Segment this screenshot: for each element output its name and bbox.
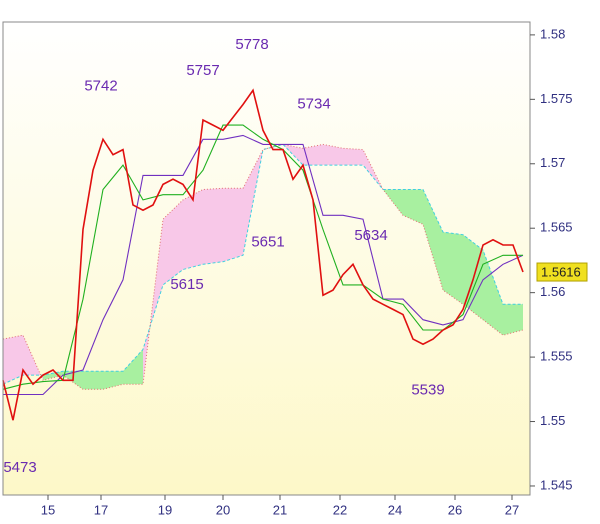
x-tick-label: 17 <box>94 502 108 517</box>
annotation: 5757 <box>186 62 219 79</box>
x-tick-label: 27 <box>505 502 519 517</box>
cloud-fill <box>223 188 243 262</box>
plot-frame <box>2 21 531 496</box>
cloud-fill <box>443 232 463 305</box>
annotation: 5742 <box>84 77 117 94</box>
y-tick-label: 1.555 <box>540 349 573 364</box>
cloud-fill <box>303 144 323 166</box>
cloud-span <box>2 143 523 385</box>
cloud-fill <box>343 148 363 166</box>
y-tick-label: 1.58 <box>540 26 565 41</box>
y-tick-label: 1.56 <box>540 284 565 299</box>
series-line <box>3 134 524 396</box>
x-tick-label: 15 <box>41 502 55 517</box>
cloud-fill <box>163 199 183 285</box>
cloud-fill <box>123 349 143 385</box>
cloud-fill <box>403 189 423 225</box>
annotation: 5734 <box>297 95 330 112</box>
series-line <box>2 124 523 390</box>
plot-layer <box>2 88 524 421</box>
cloud-fill <box>3 335 23 385</box>
cloud-fill <box>43 371 63 381</box>
x-tick-label: 19 <box>158 502 172 517</box>
annotation: 5651 <box>251 233 284 250</box>
annotation: 5778 <box>235 36 268 53</box>
last-price-box <box>536 262 588 282</box>
annotation: 5615 <box>170 276 203 293</box>
cloud-fill <box>83 371 103 390</box>
x-tick-label: 26 <box>448 502 462 517</box>
cloud-fill <box>323 144 343 166</box>
y-tick-label: 1.565 <box>540 220 573 235</box>
annotation: 5634 <box>354 227 387 244</box>
annotation: 5539 <box>411 382 444 399</box>
cloud-fill <box>103 371 123 390</box>
series-line <box>2 88 524 421</box>
y-tick-label: 1.55 <box>540 413 565 428</box>
cloud-fill <box>423 189 443 291</box>
x-tick-label: 22 <box>333 502 347 517</box>
annotation: 5473 <box>3 459 36 476</box>
y-tick-label: 1.575 <box>540 91 573 106</box>
x-tick-label: 24 <box>388 502 402 517</box>
last-price-label: 1.5616 <box>541 264 581 279</box>
cloud-fill <box>483 250 503 336</box>
cloud-fill <box>183 189 203 270</box>
cloud-fill <box>203 188 223 265</box>
x-tick-label: 21 <box>273 502 287 517</box>
y-tick-label: 1.57 <box>540 155 565 170</box>
y-tick-label: 1.545 <box>540 477 573 492</box>
cloud-fill <box>503 304 523 336</box>
x-tick-label: 20 <box>216 502 230 517</box>
